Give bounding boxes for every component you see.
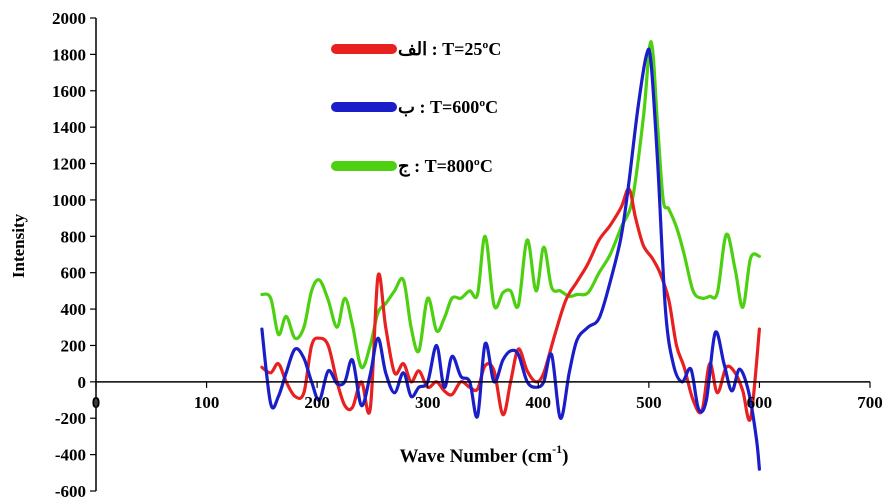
y-tick-label: 1800 bbox=[52, 45, 86, 64]
legend-label: الف : T=25ºC bbox=[398, 39, 501, 59]
x-axis-ticks: 0 100 200 300 400 500 600 700 bbox=[92, 381, 883, 412]
x-axis-title: Wave Number (cm-1) bbox=[399, 442, 568, 467]
legend: الف : T=25ºC ب : T=600ºC ج : T=800ºC bbox=[331, 39, 501, 177]
y-tick-label: -400 bbox=[55, 446, 86, 465]
series-line-25c bbox=[260, 187, 761, 422]
x-tick-label: 400 bbox=[526, 393, 552, 412]
legend-entry-600c: ب : T=600ºC bbox=[331, 97, 498, 117]
x-tick-label: 300 bbox=[415, 393, 441, 412]
y-tick-label: 1200 bbox=[52, 155, 86, 174]
y-tick-label: 800 bbox=[61, 227, 87, 246]
legend-entry-800c: ج : T=800ºC bbox=[331, 156, 493, 177]
legend-label: ج : T=800ºC bbox=[398, 156, 493, 177]
y-tick-label: 1000 bbox=[52, 191, 86, 210]
y-tick-label: -600 bbox=[55, 482, 86, 497]
y-axis-ticks: 2000180016001400120010008006004002000-20… bbox=[52, 9, 96, 497]
x-tick-label: 600 bbox=[747, 393, 773, 412]
y-tick-label: -200 bbox=[55, 409, 86, 428]
y-tick-label: 1400 bbox=[52, 118, 86, 137]
series-line-800c bbox=[260, 40, 761, 370]
x-tick-label: 200 bbox=[304, 393, 330, 412]
y-tick-label: 1600 bbox=[52, 82, 86, 101]
x-tick-label: 500 bbox=[636, 393, 662, 412]
y-tick-label: 200 bbox=[61, 336, 87, 355]
x-tick-label: 0 bbox=[92, 393, 101, 412]
y-tick-label: 600 bbox=[61, 264, 87, 283]
y-tick-label: 400 bbox=[61, 300, 87, 319]
x-tick-label: 700 bbox=[857, 393, 883, 412]
x-axis-title-suffix: ) bbox=[562, 446, 568, 467]
legend-entry-25c: الف : T=25ºC bbox=[331, 39, 501, 59]
x-axis-title-sup: -1 bbox=[552, 442, 562, 456]
axes bbox=[95, 18, 870, 491]
x-axis-title-main: Wave Number (cm bbox=[399, 446, 552, 467]
legend-label: ب : T=600ºC bbox=[398, 97, 498, 117]
y-tick-label: 2000 bbox=[52, 9, 86, 28]
y-axis-title: Intensity bbox=[9, 213, 28, 278]
x-tick-label: 100 bbox=[194, 393, 220, 412]
y-tick-label: 0 bbox=[78, 373, 87, 392]
